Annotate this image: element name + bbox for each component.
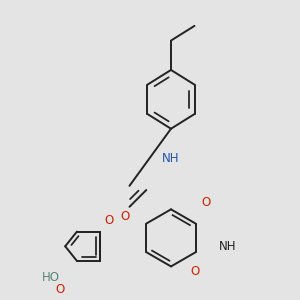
Text: O: O xyxy=(121,210,130,224)
Text: NH: NH xyxy=(162,152,180,165)
Text: O: O xyxy=(55,283,64,296)
Text: O: O xyxy=(190,265,199,278)
Text: O: O xyxy=(201,196,211,209)
Text: HO: HO xyxy=(42,271,60,284)
Text: NH: NH xyxy=(219,240,237,253)
Text: O: O xyxy=(104,214,113,226)
